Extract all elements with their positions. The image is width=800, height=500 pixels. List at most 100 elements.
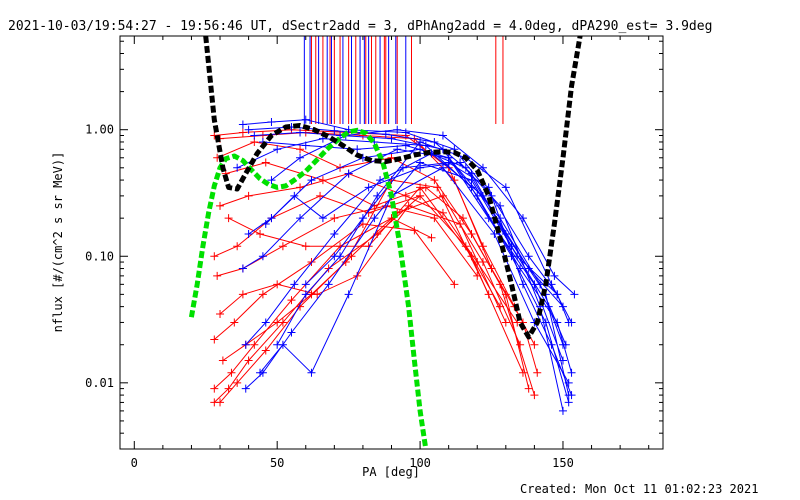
- data-point: [210, 335, 219, 344]
- data-point: [256, 229, 265, 238]
- data-point: [438, 208, 447, 217]
- series-polyline: [213, 223, 455, 340]
- data-point: [256, 368, 265, 377]
- data-point: [261, 346, 270, 355]
- data-point: [290, 280, 299, 289]
- data-point: [244, 356, 253, 365]
- data-point: [261, 158, 270, 167]
- data-point: [296, 145, 305, 154]
- data-point: [430, 137, 439, 146]
- chart-title: 2021-10-03/19:54:27 - 19:56:46 UT, dSect…: [8, 19, 712, 34]
- data-point: [216, 201, 225, 210]
- data-point: [456, 219, 465, 228]
- data-point: [261, 219, 270, 228]
- data-point: [501, 183, 510, 192]
- data-point: [461, 163, 470, 172]
- data-point: [233, 378, 242, 387]
- data-point: [561, 340, 570, 349]
- data-point: [430, 214, 439, 223]
- data-point: [250, 131, 259, 140]
- data-point: [567, 368, 576, 377]
- data-point: [227, 368, 236, 377]
- data-point: [301, 290, 310, 299]
- data-series: [210, 115, 579, 415]
- data-point: [273, 318, 282, 327]
- data-point: [210, 384, 219, 393]
- data-point: [330, 229, 339, 238]
- data-point: [558, 356, 567, 365]
- data-point: [307, 368, 316, 377]
- data-point: [518, 214, 527, 223]
- data-point: [364, 183, 373, 192]
- data-point: [516, 340, 525, 349]
- data-point: [316, 191, 325, 200]
- data-point: [233, 242, 242, 251]
- data-point: [381, 130, 390, 139]
- data-point: [550, 271, 559, 280]
- data-point: [244, 229, 253, 238]
- data-point: [416, 163, 425, 172]
- data-point: [296, 128, 305, 137]
- series-polyline: [225, 162, 535, 396]
- data-point: [518, 368, 527, 377]
- series-polyline: [214, 129, 535, 345]
- data-point: [444, 158, 453, 167]
- data-point: [296, 183, 305, 192]
- data-point: [358, 214, 367, 223]
- data-point: [387, 134, 396, 143]
- data-point: [524, 252, 533, 261]
- data-point: [416, 191, 425, 200]
- data-point: [324, 280, 333, 289]
- data-point: [238, 264, 247, 273]
- data-point: [570, 290, 579, 299]
- data-point: [524, 264, 533, 273]
- data-point: [330, 126, 339, 135]
- data-point: [567, 318, 576, 327]
- data-point: [507, 252, 516, 261]
- series-polyline: [219, 131, 538, 373]
- data-point: [216, 398, 225, 407]
- data-series-line: [216, 201, 510, 327]
- data-point: [496, 201, 505, 210]
- data-point: [301, 115, 310, 124]
- data-series-line: [238, 145, 570, 349]
- data-point: [244, 191, 253, 200]
- data-point: [224, 384, 233, 393]
- data-point: [467, 176, 476, 185]
- data-point: [273, 280, 282, 289]
- data-point: [456, 158, 465, 167]
- data-point: [490, 229, 499, 238]
- data-point: [467, 183, 476, 192]
- series-polyline: [228, 186, 524, 374]
- data-point: [290, 191, 299, 200]
- data-point: [238, 120, 247, 129]
- data-point: [496, 280, 505, 289]
- data-point: [307, 176, 316, 185]
- data-point: [567, 391, 576, 400]
- data-point: [301, 242, 310, 251]
- y-tick-label: 1.00: [85, 123, 114, 137]
- data-point: [547, 280, 556, 289]
- data-point: [458, 214, 467, 223]
- data-point: [210, 252, 219, 261]
- data-series-line: [210, 191, 425, 407]
- data-point: [213, 271, 222, 280]
- data-point: [241, 340, 250, 349]
- data-point: [230, 318, 239, 327]
- data-point: [244, 125, 253, 134]
- data-point: [401, 128, 410, 137]
- data-point: [353, 145, 362, 154]
- x-axis-label: PA [deg]: [362, 465, 420, 479]
- x-tick-label: 100: [409, 456, 431, 470]
- data-point: [370, 214, 379, 223]
- data-point: [250, 340, 259, 349]
- data-point: [484, 290, 493, 299]
- data-point: [401, 191, 410, 200]
- data-point: [478, 163, 487, 172]
- data-point: [318, 214, 327, 223]
- data-point: [524, 384, 533, 393]
- data-point: [287, 328, 296, 337]
- data-point: [241, 384, 250, 393]
- axes: 0 50 100 150 0.01 0.10 1.00: [85, 36, 663, 470]
- data-point: [430, 176, 439, 185]
